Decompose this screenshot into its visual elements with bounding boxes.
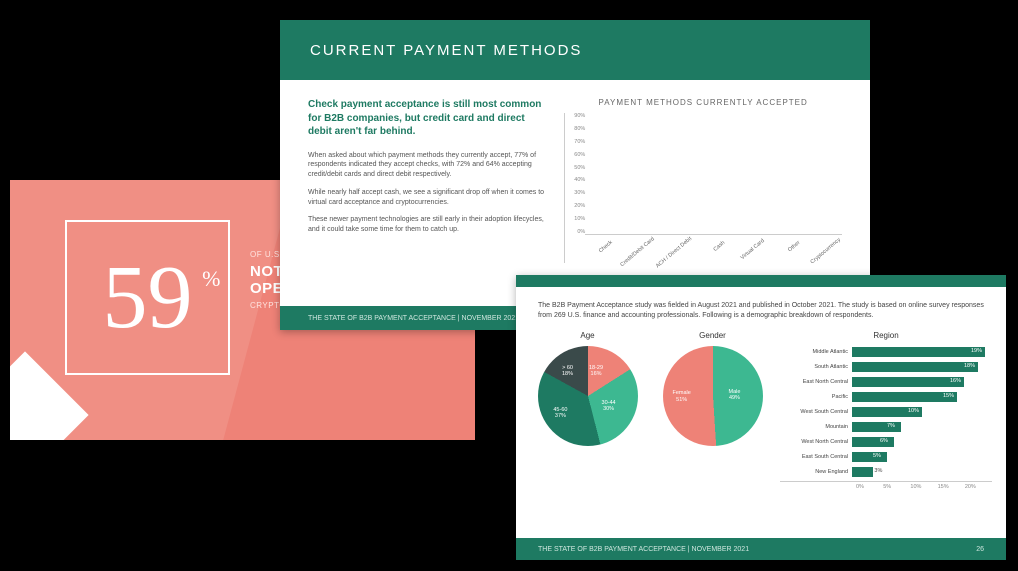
stat-value: 59 <box>103 248 193 347</box>
slide-body: Check payment acceptance is still most c… <box>280 80 870 263</box>
region-title: Region <box>780 331 992 340</box>
gender-title: Gender <box>655 331 770 340</box>
pie-slice-label: > 6018% <box>562 365 573 377</box>
pie-slice-label: 45-6037% <box>553 407 567 419</box>
lead-text: Check payment acceptance is still most c… <box>308 98 544 139</box>
age-title: Age <box>530 331 645 340</box>
age-column: Age 18-2916% 30-4430% 45-6037% > 6018% <box>530 331 645 446</box>
region-column: Region Middle Atlantic19% South Atlantic1… <box>780 331 992 490</box>
stat-number: 59 % <box>103 246 193 349</box>
pie-slice-label: 18-2916% <box>589 365 603 377</box>
stat-box: 59 % <box>65 220 230 375</box>
gender-column: Gender Male49% Female51% <box>655 331 770 446</box>
region-bar: East North Central16% <box>780 376 992 389</box>
region-bar: West South Central10% <box>780 406 992 419</box>
region-bar: South Atlantic18% <box>780 361 992 374</box>
slide-demographics: The B2B Payment Acceptance study was fie… <box>516 275 1006 560</box>
region-bar: Middle Atlantic19% <box>780 346 992 359</box>
region-bar: East South Central5% <box>780 451 992 464</box>
region-bars: Middle Atlantic19% South Atlantic18% East … <box>780 346 992 479</box>
region-xaxis: 0%5%10%15%20% <box>780 481 992 490</box>
footer-text: THE STATE OF B2B PAYMENT ACCEPTANCE | NO… <box>538 546 749 553</box>
corner-decoration <box>10 390 70 440</box>
chart-column: PAYMENT METHODS CURRENTLY ACCEPTED 90%80… <box>564 98 842 263</box>
percent-sign: % <box>202 266 220 292</box>
region-bar: New England3% <box>780 466 992 479</box>
pie-slice-label: Female51% <box>673 390 691 402</box>
region-bar: Mountain7% <box>780 421 992 434</box>
region-bar: Pacific15% <box>780 391 992 404</box>
intro-text: The B2B Payment Acceptance study was fie… <box>516 287 1006 331</box>
bar-chart: 90%80%70%60%50%40%30%20%10%0% 77%Check72… <box>564 113 842 263</box>
slide-footer: THE STATE OF B2B PAYMENT ACCEPTANCE | NO… <box>516 538 1006 560</box>
charts-row: Age 18-2916% 30-4430% 45-6037% > 6018% Gend… <box>516 331 1006 490</box>
pie-slice-label: 30-4430% <box>602 400 616 412</box>
gender-pie: Male49% Female51% <box>663 346 763 446</box>
region-bar: West North Central6% <box>780 436 992 449</box>
page-number: 26 <box>976 546 984 553</box>
para-3: These newer payment technologies are sti… <box>308 215 544 235</box>
para-2: While nearly half accept cash, we see a … <box>308 188 544 208</box>
para-1: When asked about which payment methods t… <box>308 151 544 180</box>
top-bar <box>516 275 1006 287</box>
chart-title: PAYMENT METHODS CURRENTLY ACCEPTED <box>564 98 842 107</box>
pie-slice-label: Male49% <box>728 389 740 401</box>
footer-text: THE STATE OF B2B PAYMENT ACCEPTANCE | NO… <box>308 315 519 322</box>
y-axis: 90%80%70%60%50%40%30%20%10%0% <box>563 113 585 235</box>
age-pie: 18-2916% 30-4430% 45-6037% > 6018% <box>538 346 638 446</box>
bars-row: 77%Check72%Credit/Debit Card64%ACH / Dir… <box>585 117 842 235</box>
slide-header: CURRENT PAYMENT METHODS <box>280 20 870 80</box>
text-column: Check payment acceptance is still most c… <box>308 98 564 263</box>
